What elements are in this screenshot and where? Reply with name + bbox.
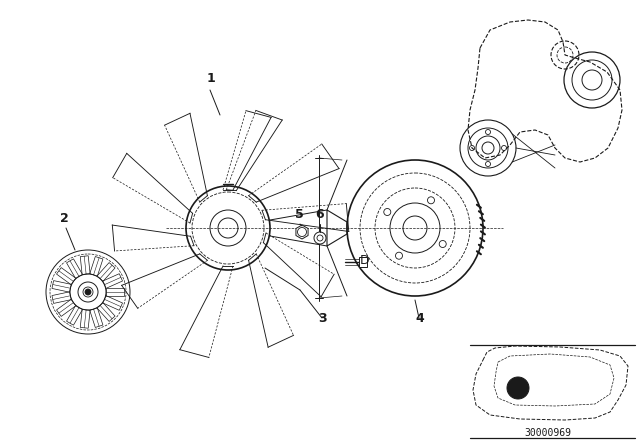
Text: 6: 6: [315, 208, 324, 221]
Text: D: D: [360, 254, 370, 267]
Text: 5: 5: [295, 208, 304, 221]
Circle shape: [314, 232, 326, 244]
Polygon shape: [296, 225, 308, 239]
Text: 3: 3: [318, 312, 326, 325]
Text: 2: 2: [60, 212, 68, 225]
Text: 30000969: 30000969: [525, 428, 572, 438]
Circle shape: [507, 377, 529, 399]
Circle shape: [85, 289, 91, 295]
Polygon shape: [359, 257, 367, 267]
Text: 4: 4: [415, 312, 424, 325]
Text: 1: 1: [207, 72, 216, 85]
